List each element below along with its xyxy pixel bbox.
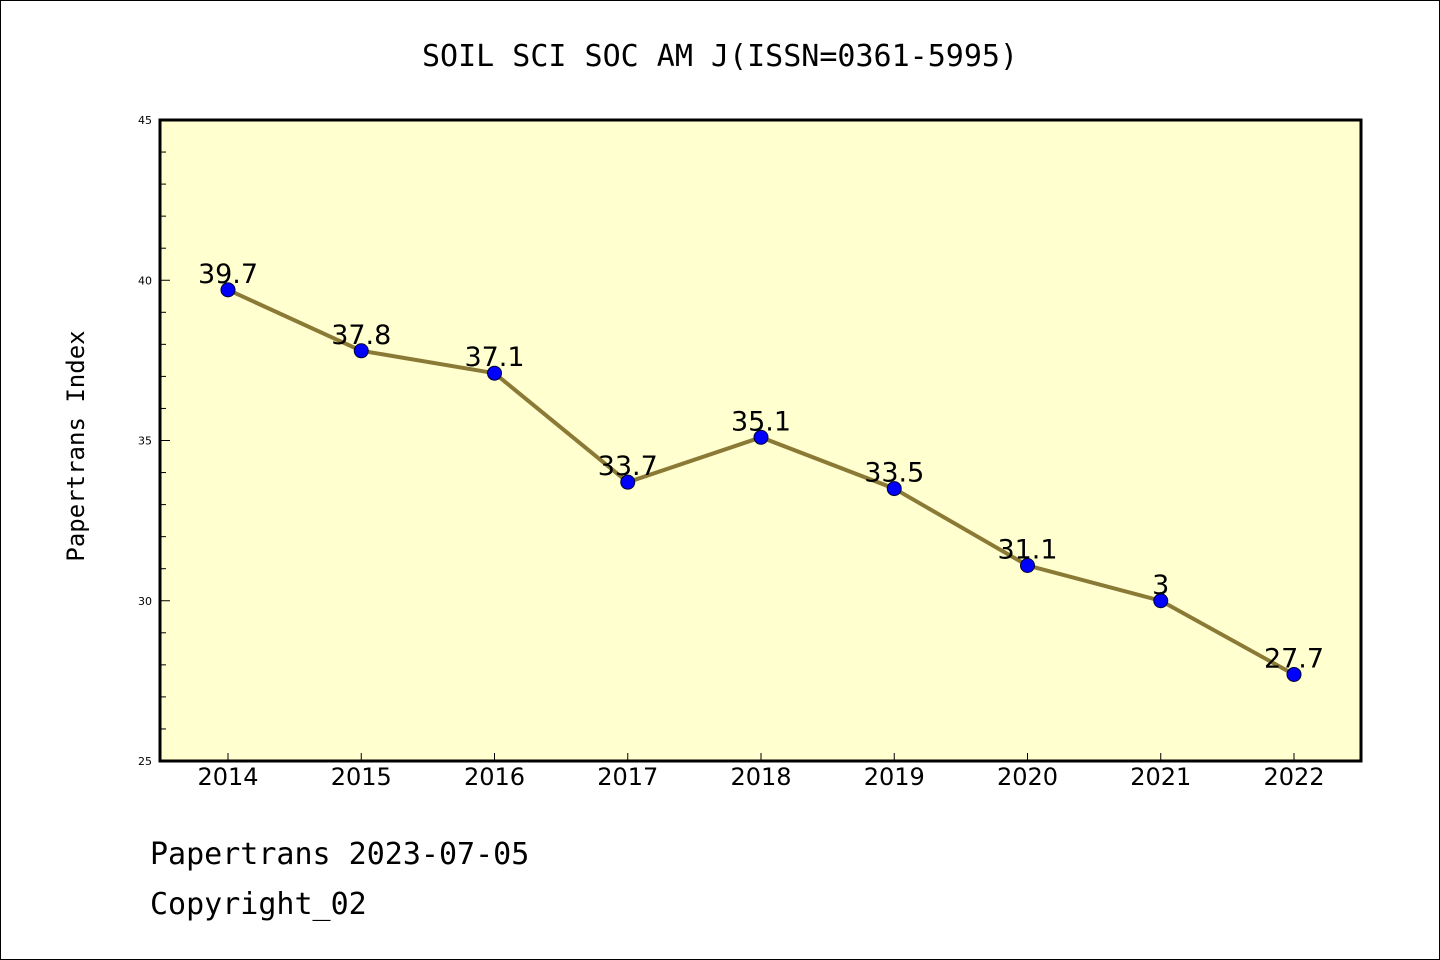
data-label: 3	[1152, 570, 1169, 601]
data-point	[886, 481, 902, 497]
data-point	[620, 474, 636, 490]
data-label: 33.5	[864, 458, 924, 489]
data-point	[220, 282, 236, 298]
y-tick-label: 45	[138, 114, 152, 127]
y-axis-label: Papertrans Index	[62, 330, 90, 561]
y-tick-label: 40	[138, 274, 152, 287]
data-point	[353, 343, 369, 359]
x-tick-label: 2021	[1130, 763, 1191, 791]
data-point	[1153, 593, 1169, 609]
y-tick-label: 35	[138, 435, 152, 448]
footer-copyright: Copyright_02	[150, 887, 367, 922]
x-tick-label: 2019	[864, 763, 925, 791]
data-label: 27.7	[1264, 643, 1324, 674]
data-point	[753, 429, 769, 445]
x-tick-label: 2014	[197, 763, 258, 791]
data-label: 35.1	[731, 406, 791, 437]
data-label: 37.8	[331, 320, 391, 351]
x-tick-label: 2022	[1263, 763, 1324, 791]
data-point	[1020, 557, 1035, 573]
chart-title: SOIL SCI SOC AM J(ISSN=0361-5995)	[422, 39, 1018, 74]
data-label: 31.1	[997, 534, 1057, 565]
x-tick-label: 2017	[597, 763, 658, 791]
x-tick-label: 2015	[331, 763, 392, 791]
data-label: 37.1	[464, 342, 524, 373]
y-tick-label: 30	[138, 595, 152, 608]
x-tick-label: 2016	[464, 763, 525, 791]
y-tick-label: 25	[138, 755, 152, 768]
data-point	[1286, 666, 1302, 682]
x-axis: 2014 2015 2016 2017 2018 2019 2020 2021 2022	[197, 753, 1325, 791]
y-axis: 25 30 35 40 45	[138, 114, 170, 768]
data-label: 39.7	[198, 259, 258, 290]
series-group: 39.7 37.8 37.1 33.7 35.1 33.5 31.1 3 27.7	[198, 259, 1324, 682]
data-point	[487, 365, 502, 381]
data-label: 33.7	[598, 451, 658, 482]
footer-date: Papertrans 2023-07-05	[150, 837, 529, 872]
x-tick-label: 2020	[997, 763, 1058, 791]
x-tick-label: 2018	[730, 763, 791, 791]
